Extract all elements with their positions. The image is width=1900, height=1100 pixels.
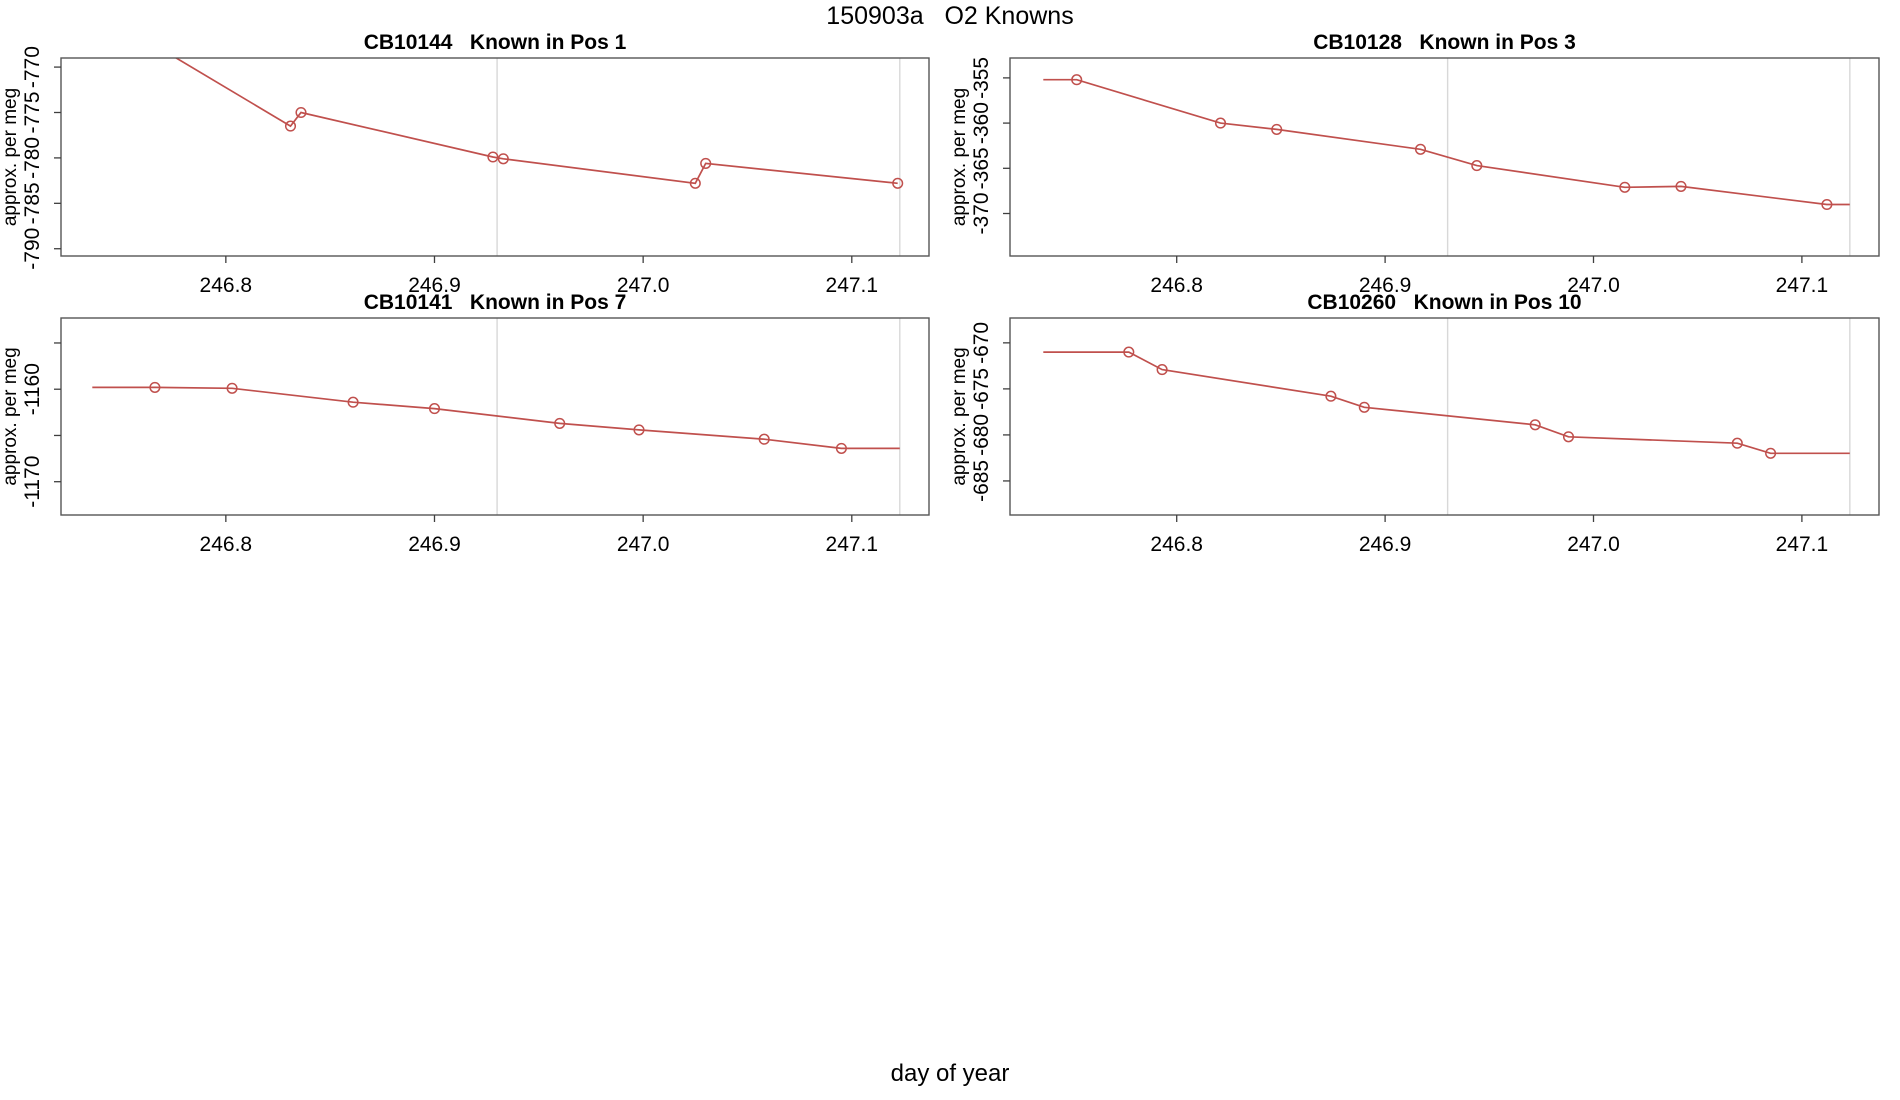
y-tick-label: -780 — [21, 137, 44, 179]
y-axis-title: approx. per meg — [949, 347, 970, 485]
x-tick-label: 246.9 — [408, 274, 461, 297]
data-point-marker — [1619, 181, 1631, 193]
x-tick-label: 247.0 — [1567, 533, 1620, 556]
data-point-marker — [149, 381, 161, 393]
y-axis-title: approx. per meg — [949, 88, 970, 226]
y-tick-label: -680 — [970, 414, 993, 456]
data-point-marker — [226, 382, 238, 394]
y-tick-label: -1160 — [21, 363, 44, 415]
data-point-marker — [1821, 198, 1833, 211]
x-tick-label: 246.9 — [1359, 533, 1412, 556]
x-tick-label: 246.8 — [200, 533, 253, 556]
y-tick-label: -775 — [21, 91, 44, 133]
y-tick-label: -790 — [21, 228, 44, 270]
data-point-marker — [1071, 74, 1083, 86]
x-tick-label: 247.0 — [1567, 274, 1620, 297]
x-tick-label: 246.9 — [408, 533, 461, 556]
data-point-marker — [554, 417, 566, 429]
data-point-marker — [487, 151, 499, 163]
data-layer — [1043, 346, 1850, 459]
y-tick-label: -670 — [970, 322, 993, 364]
data-point-marker — [1529, 419, 1541, 431]
data-point-marker — [428, 403, 441, 415]
panel-title: CB10141 Known in Pos 7 — [364, 291, 627, 314]
y-tick-label: -355 — [970, 57, 993, 99]
data-layer — [174, 58, 904, 189]
y-tick-label: -365 — [970, 147, 993, 189]
panel-title: CB10128 Known in Pos 3 — [1313, 31, 1576, 54]
data-point-marker — [1358, 401, 1370, 413]
data-point-marker — [497, 153, 509, 165]
y-tick-label: -675 — [970, 368, 993, 410]
x-tick-label: 246.8 — [1150, 274, 1203, 297]
x-tick-label: 246.9 — [1359, 274, 1412, 297]
data-layer — [1043, 74, 1850, 211]
data-point-marker — [1765, 447, 1777, 459]
data-line — [92, 386, 900, 450]
plot-box — [1009, 317, 1880, 516]
x-tick-label: 247.1 — [826, 533, 879, 556]
figure-title: 150903a O2 Knowns — [826, 2, 1074, 30]
x-tick-label: 246.8 — [200, 274, 253, 297]
panel-4: 246.8 246.9 247.0 247.1 -670 -675 -680 -685appr… — [949, 291, 1880, 556]
data-point-marker — [700, 157, 712, 169]
panel-1: 246.8 246.9 247.0 247.1 -770 -775 -780 -785 -790… — [0, 31, 930, 297]
data-point-marker — [633, 424, 645, 436]
data-point-marker — [835, 442, 847, 454]
x-tick-label: 247.1 — [826, 274, 879, 297]
data-point-marker — [1214, 117, 1227, 129]
data-point-marker — [1123, 346, 1135, 358]
data-point-marker — [1271, 123, 1283, 135]
y-tick-label: -685 — [970, 460, 993, 502]
plot-box — [1009, 57, 1880, 257]
x-axis-title: day of year — [890, 1060, 1010, 1087]
x-tick-label: 246.8 — [1150, 533, 1203, 556]
data-point-marker — [347, 396, 359, 408]
panel-title: CB10144 Known in Pos 1 — [364, 31, 627, 54]
data-point-marker — [1675, 180, 1687, 192]
x-tick-label: 247.0 — [617, 533, 670, 556]
data-layer — [92, 381, 900, 454]
plot-box — [60, 57, 930, 257]
y-axis-title: approx. per meg — [0, 347, 21, 485]
data-point-marker — [892, 177, 904, 189]
data-point-marker — [1414, 143, 1427, 155]
data-point-marker — [1562, 431, 1575, 443]
y-tick-label: -360 — [970, 102, 993, 144]
y-tick-label: -785 — [21, 182, 44, 224]
data-point-marker — [1325, 390, 1337, 402]
x-tick-label: 247.1 — [1776, 274, 1829, 297]
data-line — [1043, 351, 1850, 455]
data-point-marker — [1156, 364, 1168, 376]
panel-2: 246.8 246.9 247.0 247.1 -355 -360 -365 -370appr… — [949, 31, 1880, 297]
x-tick-label: 247.1 — [1776, 533, 1829, 556]
y-axis-title: approx. per meg — [0, 88, 21, 226]
plot-box — [60, 317, 930, 516]
x-tick-label: 247.0 — [617, 274, 670, 297]
y-tick-label: -770 — [21, 46, 44, 88]
panel-title: CB10260 Known in Pos 10 — [1307, 291, 1581, 314]
data-point-marker — [1731, 437, 1743, 449]
y-tick-label: -370 — [970, 192, 993, 234]
data-point-marker — [1471, 160, 1483, 172]
y-tick-label: -1170 — [21, 456, 44, 508]
data-line — [1043, 78, 1850, 206]
data-point-marker — [284, 120, 297, 132]
data-point-marker — [689, 177, 701, 189]
data-point-marker — [758, 433, 770, 445]
data-point-marker — [295, 106, 307, 119]
